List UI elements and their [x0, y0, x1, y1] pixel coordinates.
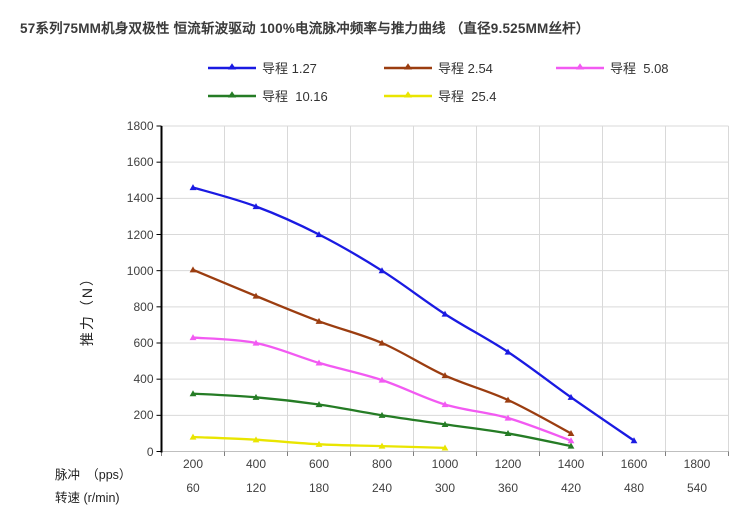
- legend-marker-icon: [556, 63, 604, 70]
- series-line-2: [191, 336, 573, 442]
- data-point-marker: [189, 390, 197, 397]
- legend-marker-icon: [384, 63, 432, 70]
- x-tick-label-pps: 1400: [557, 457, 585, 471]
- data-point-marker: [504, 396, 512, 403]
- series-line-1: [191, 268, 573, 435]
- legend-label: 导程 2.54: [438, 60, 493, 76]
- legend-label: 导程 1.27: [262, 60, 317, 76]
- x-tick-label-rpm: 120: [245, 481, 267, 495]
- y-tick-label: 600: [133, 336, 154, 350]
- data-point-marker: [504, 348, 512, 355]
- y-tick-label: 1600: [126, 155, 154, 170]
- data-point-marker: [378, 376, 386, 383]
- data-point-marker: [378, 442, 386, 449]
- data-point-marker: [504, 414, 512, 421]
- x-tick-label-rpm: 420: [560, 481, 582, 495]
- x-tick-label-rpm: 300: [434, 481, 456, 495]
- data-point-marker: [315, 231, 323, 238]
- data-point-marker: [567, 437, 575, 444]
- data-point-marker: [441, 401, 449, 408]
- data-point-marker: [441, 420, 449, 427]
- series-line-0: [191, 186, 636, 442]
- data-point-marker: [315, 401, 323, 408]
- legend-marker-icon: [208, 63, 256, 70]
- legend-label: 导程 10.16: [262, 88, 328, 104]
- legend-item-0: 导程 1.27: [208, 59, 317, 76]
- legend-marker-icon: [384, 91, 432, 98]
- data-point-marker: [567, 430, 575, 437]
- x-tick-label-pps: 400: [245, 457, 267, 471]
- x-axis-row1-label: 脉冲 （pps）: [55, 468, 132, 482]
- data-point-marker: [378, 267, 386, 274]
- data-point-marker: [567, 393, 575, 400]
- x-tick-label-rpm: 480: [623, 481, 645, 495]
- y-tick-label: 800: [133, 299, 154, 314]
- data-point-marker: [441, 372, 449, 379]
- legend-item-3: 导程 10.16: [208, 87, 328, 104]
- data-point-marker: [252, 292, 260, 299]
- y-tick-label: 0: [146, 444, 154, 459]
- data-point-marker: [252, 203, 260, 210]
- data-point-marker: [189, 334, 197, 341]
- y-tick-label: 400: [133, 372, 154, 387]
- data-point-marker: [252, 436, 260, 443]
- data-point-marker: [189, 433, 197, 440]
- legend-label: 导程 5.08: [610, 60, 669, 76]
- x-tick-label-pps: 600: [308, 457, 330, 471]
- x-axis-row2-label: 转速 (r/min): [55, 491, 120, 505]
- x-tick-label-pps: 200: [182, 457, 204, 471]
- x-tick-label-pps: 1000: [431, 457, 459, 471]
- data-point-marker: [378, 339, 386, 346]
- data-point-marker: [315, 440, 323, 447]
- legend-label: 导程 25.4: [438, 88, 497, 104]
- y-tick-label: 1000: [126, 263, 154, 278]
- chart-title: 57系列75MM机身双极性 恒流斩波驱动 100%电流脉冲频率与推力曲线 （直径…: [20, 21, 590, 36]
- x-tick-label-rpm: 360: [497, 481, 519, 495]
- data-point-marker: [441, 444, 449, 451]
- y-tick-label: 1800: [126, 119, 154, 133]
- x-tick-label-rpm: 240: [371, 481, 393, 495]
- legend-item-4: 导程 25.4: [384, 87, 497, 104]
- x-tick-label-pps: 1800: [683, 457, 711, 471]
- x-tick-label-pps: 1200: [494, 457, 522, 471]
- data-point-marker: [252, 393, 260, 400]
- y-tick-label: 1400: [126, 191, 154, 206]
- legend-item-1: 导程 2.54: [384, 59, 493, 76]
- data-point-marker: [378, 411, 386, 418]
- x-tick-label-rpm: 60: [186, 481, 200, 495]
- x-tick-label-pps: 1600: [620, 457, 648, 471]
- x-tick-label-rpm: 180: [308, 481, 330, 495]
- data-point-marker: [252, 339, 260, 346]
- data-point-marker: [189, 266, 197, 273]
- y-tick-label: 1200: [126, 227, 154, 242]
- legend-marker-icon: [208, 91, 256, 98]
- data-point-marker: [315, 317, 323, 324]
- data-point-marker: [315, 359, 323, 366]
- data-point-marker: [441, 310, 449, 317]
- y-tick-label: 200: [133, 408, 154, 423]
- x-tick-label-rpm: 540: [686, 481, 708, 495]
- data-point-marker: [630, 437, 638, 444]
- x-tick-label-pps: 800: [371, 457, 393, 471]
- data-point-marker: [504, 430, 512, 437]
- legend-item-2: 导程 5.08: [556, 59, 669, 76]
- data-point-marker: [189, 184, 197, 191]
- data-point-marker: [567, 442, 575, 449]
